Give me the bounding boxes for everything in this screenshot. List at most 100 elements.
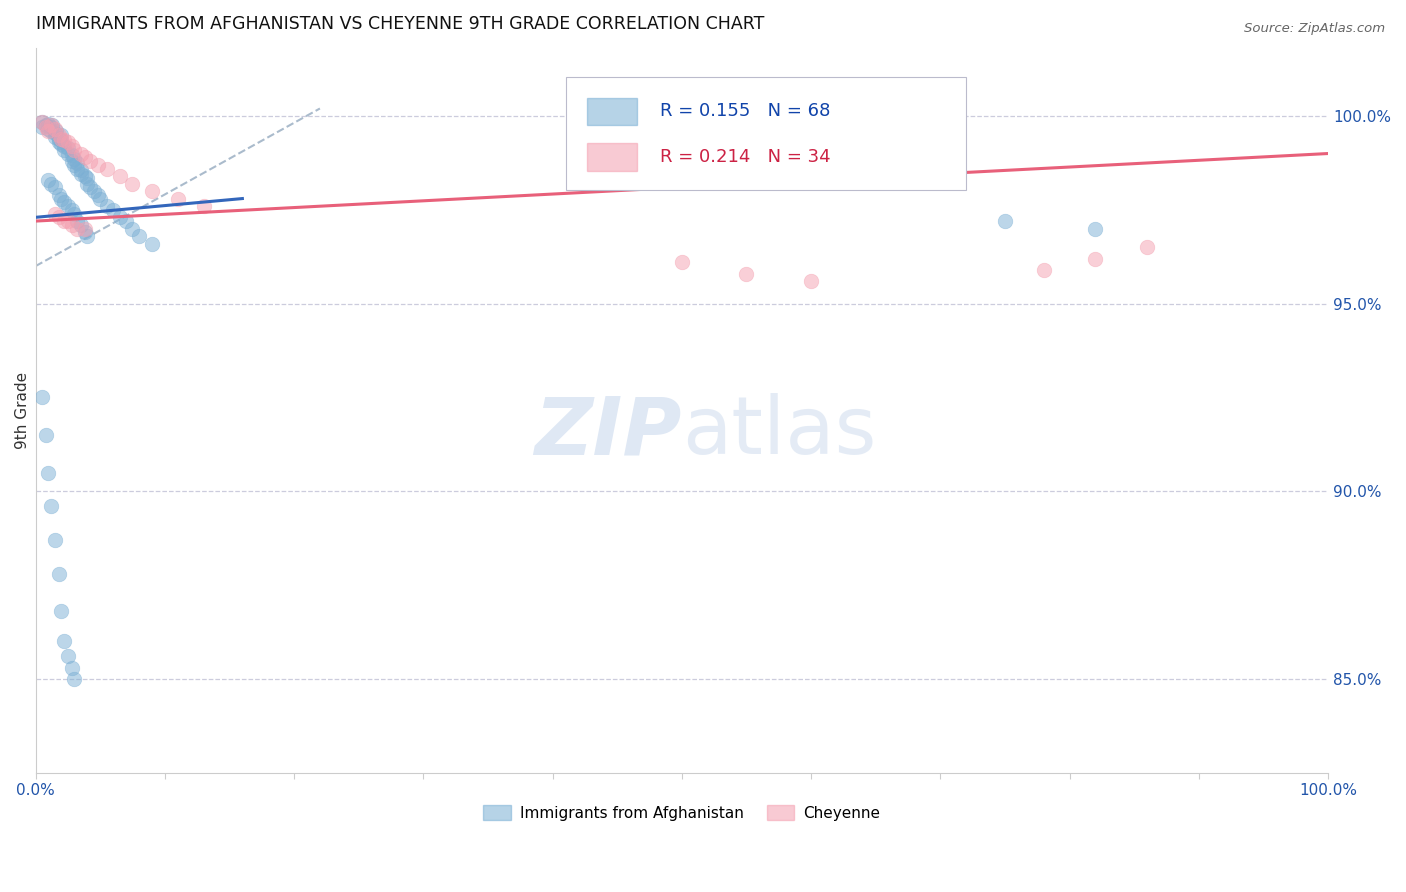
Point [41,119,63,133]
Point [44,206,66,220]
Point [48,566,70,581]
Point [56,135,79,149]
Point [51,131,73,145]
Point [108,169,131,183]
Point [53,143,76,157]
Point [39,177,62,191]
Point [44,180,66,194]
Point [79,154,101,169]
Point [66,156,89,170]
Point [115,214,138,228]
Text: R = 0.214   N = 34: R = 0.214 N = 34 [659,148,831,166]
Point [73,169,96,183]
Point [83,184,105,198]
Bar [588,98,637,125]
Point [51,604,73,618]
Point [37,466,59,480]
Point [66,221,89,235]
Point [56,214,79,228]
Point [48,131,70,145]
Point [31,391,53,405]
Text: R = 0.155   N = 68: R = 0.155 N = 68 [659,103,831,120]
Bar [588,144,637,171]
Point [89,192,111,206]
Point [63,672,86,686]
Point [63,206,86,220]
Point [51,133,73,147]
Point [121,177,143,191]
Point [35,120,58,135]
Point [60,218,83,232]
Point [60,660,83,674]
Y-axis label: 9th Grade: 9th Grade [15,372,30,450]
Point [44,126,66,140]
Point [39,500,62,514]
Point [108,211,131,225]
Point [69,167,91,181]
Point [66,214,89,228]
Point [51,137,73,152]
Point [53,133,76,147]
Point [44,129,66,144]
Point [48,211,70,225]
Point [53,214,76,228]
Point [31,114,53,128]
Point [69,163,91,178]
Point [141,184,163,198]
Point [76,229,98,244]
Point [63,152,86,166]
Point [39,119,62,133]
Point [51,128,73,142]
Point [86,187,108,202]
Point [671,255,693,269]
Point [56,141,79,155]
Point [48,135,70,149]
Point [1084,252,1107,266]
Point [166,192,188,206]
Point [53,139,76,153]
Point [37,122,59,136]
Point [800,274,823,288]
Point [1084,221,1107,235]
Point [69,218,91,232]
Point [56,146,79,161]
Point [86,158,108,172]
Point [60,148,83,162]
Point [994,214,1017,228]
Point [37,124,59,138]
Point [735,267,758,281]
Point [193,199,215,213]
Point [35,119,58,133]
Text: IMMIGRANTS FROM AFGHANISTAN VS CHEYENNE 9TH GRADE CORRELATION CHART: IMMIGRANTS FROM AFGHANISTAN VS CHEYENNE … [35,15,763,33]
Text: ZIP: ZIP [534,393,682,471]
Point [1032,263,1054,277]
Point [73,221,96,235]
Point [48,187,70,202]
Legend: Immigrants from Afghanistan, Cheyenne: Immigrants from Afghanistan, Cheyenne [477,799,887,827]
Point [39,124,62,138]
Point [1136,240,1159,254]
Point [53,634,76,648]
Point [53,195,76,210]
Point [63,158,86,172]
Point [63,143,86,157]
Point [37,116,59,130]
Point [66,161,89,176]
Point [60,154,83,169]
Point [35,428,58,442]
Point [73,150,96,164]
Text: Source: ZipAtlas.com: Source: ZipAtlas.com [1244,22,1385,36]
Point [37,173,59,187]
Text: atlas: atlas [682,393,876,471]
Point [39,120,62,135]
Point [76,170,98,185]
Point [73,225,96,239]
Point [56,649,79,664]
Point [121,221,143,235]
Point [51,192,73,206]
Point [96,199,118,213]
Point [56,199,79,213]
Point [101,202,124,217]
Point [60,202,83,217]
Point [31,120,53,135]
